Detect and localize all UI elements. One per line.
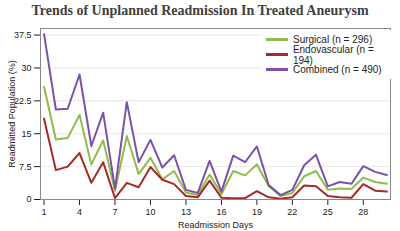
svg-text:13: 13 xyxy=(181,207,191,217)
svg-text:30: 30 xyxy=(21,63,31,73)
svg-text:15: 15 xyxy=(21,129,31,139)
svg-text:7: 7 xyxy=(112,207,117,217)
html-text:Surgical (n = 296): Surgical (n = 296) xyxy=(293,34,373,45)
svg-text:10: 10 xyxy=(145,207,155,217)
svg-text:28: 28 xyxy=(358,207,368,217)
svg-text:37.5: 37.5 xyxy=(14,30,32,40)
svg-text:22: 22 xyxy=(287,207,297,217)
svg-text:Readmission Days: Readmission Days xyxy=(178,220,254,230)
html-text:Trends of Unplanned Readmissio: Trends of Unplanned Readmission In Treat… xyxy=(31,3,369,18)
svg-text:1: 1 xyxy=(42,207,47,217)
svg-text:4: 4 xyxy=(77,207,82,217)
svg-text:22.5: 22.5 xyxy=(14,95,32,106)
html-text:Combined (n = 490): Combined (n = 490) xyxy=(293,64,382,75)
svg-text:19: 19 xyxy=(252,207,262,217)
svg-text:0: 0 xyxy=(26,194,31,204)
svg-text:25: 25 xyxy=(323,207,333,217)
svg-text:7.5: 7.5 xyxy=(19,161,32,171)
svg-text:16: 16 xyxy=(216,207,226,217)
html-text:Endovascular (n = 194): Endovascular (n = 194) xyxy=(292,43,374,66)
svg-text:Readmitted Population (%): Readmitted Population (%) xyxy=(7,60,17,168)
